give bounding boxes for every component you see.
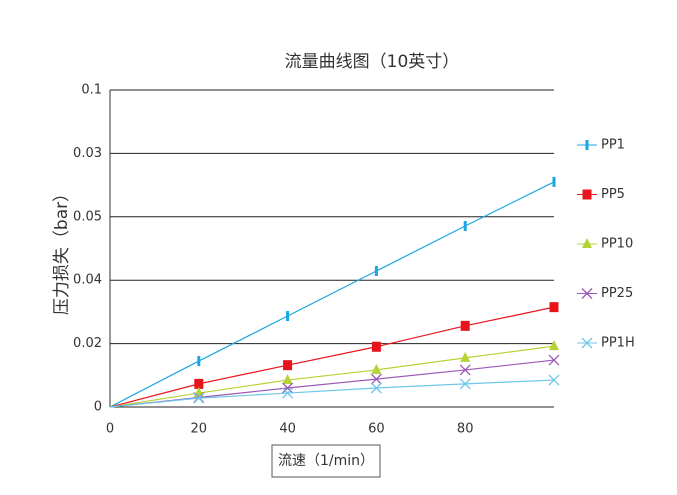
legend-label: PP10 xyxy=(601,237,633,252)
x-tick-label: 40 xyxy=(279,422,296,437)
series-line xyxy=(109,306,555,408)
marker xyxy=(370,373,382,385)
y-tick-label: 0 xyxy=(94,400,102,415)
y-axis-label: 压力损失（bar） xyxy=(52,185,72,315)
marker xyxy=(548,354,560,366)
marker xyxy=(582,189,592,200)
marker xyxy=(460,351,471,362)
y-tick-label: 0.03 xyxy=(73,146,102,161)
x-axis-label: 流速（1/min） xyxy=(278,453,374,469)
marker xyxy=(463,220,467,231)
series-line xyxy=(109,379,555,408)
marker xyxy=(282,374,293,385)
x-tick-label: 20 xyxy=(191,422,208,437)
marker xyxy=(585,140,589,150)
marker xyxy=(371,341,381,352)
x-label-box xyxy=(271,444,381,478)
chart-title: 流量曲线图（10英寸） xyxy=(285,52,460,72)
y-tick-label: 0.05 xyxy=(73,209,102,224)
marker xyxy=(549,340,559,351)
marker xyxy=(197,356,201,367)
marker xyxy=(549,302,559,313)
marker xyxy=(282,387,294,399)
marker xyxy=(194,378,204,389)
marker xyxy=(581,288,593,299)
marker xyxy=(286,311,290,322)
marker xyxy=(371,363,382,374)
series-line xyxy=(109,181,555,408)
marker xyxy=(548,374,560,386)
legend-label: PP5 xyxy=(601,187,625,202)
marker xyxy=(459,364,471,376)
marker xyxy=(282,382,294,394)
legend-label: PP25 xyxy=(601,286,633,301)
y-tick-label: 0.02 xyxy=(73,336,102,351)
legend-label: PP1H xyxy=(601,336,635,351)
marker xyxy=(374,266,378,277)
marker xyxy=(581,337,593,349)
marker xyxy=(552,176,556,187)
y-tick-label: 0.1 xyxy=(81,83,102,98)
y-tick-label: 0.04 xyxy=(73,273,102,288)
marker xyxy=(582,238,592,248)
marker xyxy=(459,378,471,390)
marker xyxy=(460,320,470,331)
x-tick-label: 0 xyxy=(106,422,114,437)
marker xyxy=(193,392,205,404)
x-tick-label: 60 xyxy=(368,422,385,437)
legend-label: PP1 xyxy=(601,138,625,153)
x-tick-label: 80 xyxy=(457,422,474,437)
series-line xyxy=(109,345,555,408)
marker xyxy=(283,360,293,371)
marker xyxy=(370,382,382,394)
